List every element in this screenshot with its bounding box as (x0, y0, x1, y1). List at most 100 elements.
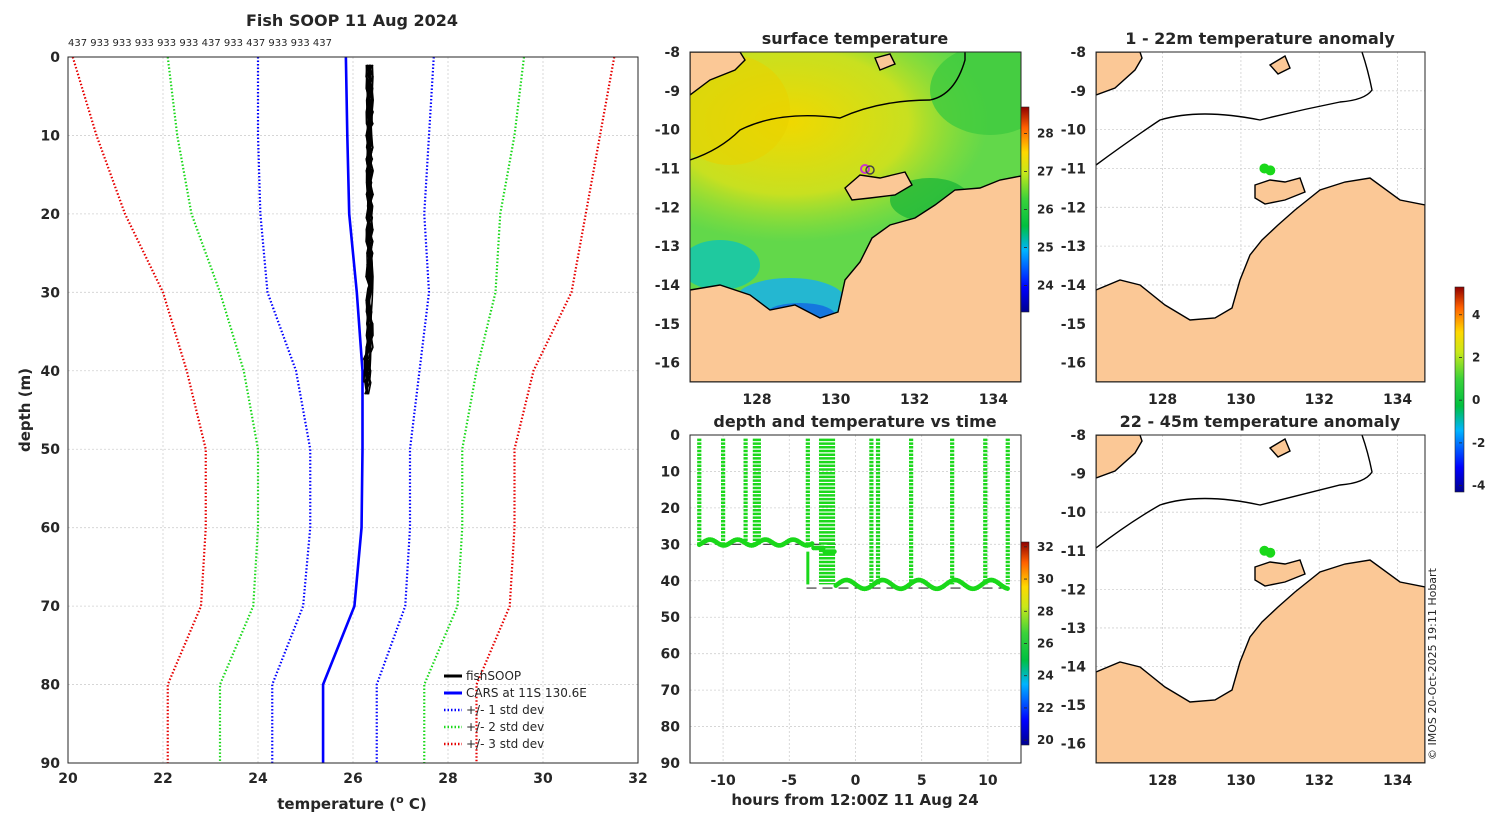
map-ytick: -10 (655, 123, 681, 139)
cars-mean-line (321, 56, 364, 763)
anomaly-colorbar-ticks: 4 2 0 -2 -4 (1459, 308, 1485, 493)
colorbar-tick-label: -2 (1472, 436, 1485, 450)
anomaly-deep-island-north (1096, 435, 1143, 479)
anomaly-shallow-island-north (1096, 52, 1143, 96)
depth-time-ytick: 40 (661, 574, 681, 590)
depth-time-ytick: 90 (661, 756, 681, 772)
map-ytick: -14 (655, 278, 681, 294)
map-ytick: -9 (1070, 467, 1086, 483)
profile-xtick: 22 (153, 771, 172, 787)
map-ytick: -12 (1061, 582, 1086, 598)
map-xtick: 134 (1383, 773, 1412, 789)
map-ytick: -14 (1061, 278, 1087, 294)
profile-axes-frame (67, 56, 639, 764)
map-ytick: -11 (1061, 161, 1086, 177)
map-xtick: 134 (979, 392, 1008, 408)
profile-xtick: 30 (533, 771, 553, 787)
depth-time-ytick: 20 (661, 501, 681, 517)
profile-ytick: 10 (41, 128, 61, 144)
anomaly-deep-map: 22 - 45m temperature anomaly 128 130 132 13… (1061, 412, 1426, 789)
surface-map-mainland (690, 175, 1021, 382)
surface-map-ticks: 128 130 132 134 -8 -9 -10 -11 -12 -13 -14 -15 -16 (655, 45, 1009, 408)
profile-xtick: 28 (438, 771, 457, 787)
std3-low-line (71, 56, 207, 763)
profile-xtick: 26 (343, 771, 362, 787)
colorbar-tick-label: 24 (1037, 669, 1054, 683)
map-ytick: -9 (664, 84, 680, 100)
map-xtick: 130 (1226, 392, 1255, 408)
colorbar-tick-label: 30 (1037, 572, 1054, 586)
anomaly-shallow-title: 1 - 22m temperature anomaly (1125, 29, 1395, 48)
colorbar-tick-label: 27 (1037, 165, 1054, 179)
anomaly-deep-point (1265, 547, 1276, 558)
colorbar-tick-label: 22 (1037, 701, 1054, 715)
colorbar-tick-label: 26 (1037, 203, 1054, 217)
profile-ytick: 90 (41, 756, 61, 772)
map-ytick: -10 (1061, 123, 1087, 139)
map-ytick: -16 (1061, 356, 1086, 372)
anomaly-deep-ticks: 128 130 132 134 -8 -9 -10 -11 -12 -13 -14 -15 -16 (1061, 428, 1413, 789)
anomaly-shallow-point (1265, 165, 1276, 176)
profile-ytick: 0 (50, 50, 60, 66)
anomaly-shallow-mainland (1096, 177, 1425, 382)
depth-time-ytick: 70 (661, 683, 681, 699)
legend-label-cars: CARS at 11S 130.6E (466, 686, 587, 700)
depth-time-xtick: 10 (978, 773, 998, 789)
depth-time-colorbar-ticks: 32 30 28 26 24 22 20 (1024, 540, 1054, 747)
anomaly-deep-title: 22 - 45m temperature anomaly (1120, 412, 1401, 431)
surface-map-tiwi-islands (844, 171, 913, 201)
surface-map-title: surface temperature (762, 29, 949, 48)
depth-time-title: depth and temperature vs time (713, 412, 996, 431)
depth-time-ytick: 30 (661, 537, 681, 553)
std3-high-line (475, 56, 616, 763)
profile-xtick: 20 (58, 771, 78, 787)
map-xtick: 132 (1305, 392, 1334, 408)
map-ytick: -11 (1061, 544, 1086, 560)
anomaly-shallow-ticks: 128 130 132 134 -8 -9 -10 -11 -12 -13 -14 -15 -16 (1061, 45, 1413, 408)
depth-time-ytick: 50 (661, 610, 681, 626)
anomaly-shallow-points (1259, 163, 1276, 176)
map-ytick: -12 (655, 200, 680, 216)
profile-title: Fish SOOP 11 Aug 2024 (246, 11, 458, 30)
map-ytick: -12 (1061, 200, 1086, 216)
map-ytick: -14 (1061, 660, 1087, 676)
anomaly-deep-mainland (1096, 559, 1425, 763)
surface-map-cast-marker (860, 164, 870, 174)
map-xtick: 130 (1226, 773, 1255, 789)
depth-time-series (696, 438, 1010, 592)
profile-cast-ids: 437 933 933 933 933 933 437 933 437 933 … (68, 38, 332, 49)
map-ytick: -15 (1061, 698, 1086, 714)
fishsoop-profile-line (363, 64, 374, 383)
std1-low-line (256, 57, 312, 763)
anomaly-shallow-map: 1 - 22m temperature anomaly 128 130 132 134… (1061, 29, 1486, 493)
legend-label-std2: +/- 2 std dev (466, 720, 544, 734)
colorbar-tick-label: 32 (1037, 540, 1054, 554)
std2-low-line (166, 56, 260, 763)
map-ytick: -16 (655, 356, 680, 372)
colorbar-tick-label: 0 (1472, 393, 1480, 407)
depth-time-ticks: -10 -5 0 5 10 0 10 20 30 40 50 60 70 80 90 (661, 428, 998, 789)
profile-ytick: 70 (41, 599, 61, 615)
colorbar-tick-label: 28 (1037, 604, 1054, 618)
profile-xtick: 32 (628, 771, 647, 787)
anomaly-deep-tiwi-islands (1254, 559, 1306, 587)
profile-series (71, 56, 616, 763)
map-ytick: -8 (664, 45, 680, 61)
depth-time-xtick: -5 (782, 773, 798, 789)
anomaly-colorbar (1454, 286, 1465, 493)
depth-time-ytick: 0 (670, 428, 680, 444)
map-ytick: -13 (1061, 621, 1086, 637)
depth-time-xtick: 5 (917, 773, 927, 789)
profile-ylabel: depth (m) (16, 368, 34, 452)
depth-time-xlabel: hours from 12:00Z 11 Aug 24 (731, 791, 978, 809)
colorbar-tick-label: 20 (1037, 733, 1054, 747)
colorbar-tick-label: 26 (1037, 637, 1054, 651)
surface-map-island-north (690, 52, 746, 96)
profile-ytick: 50 (41, 442, 61, 458)
map-xtick: 128 (742, 392, 771, 408)
surface-map-colorbar-ticks: 24 25 26 27 28 (1024, 127, 1054, 292)
map-xtick: 134 (1383, 392, 1412, 408)
std1-high-line (375, 56, 435, 763)
map-xtick: 130 (821, 392, 850, 408)
